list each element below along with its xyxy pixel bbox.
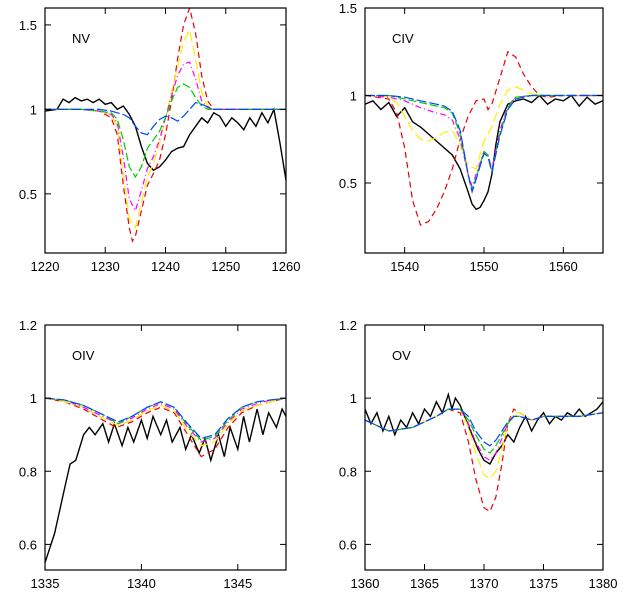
x-tick-label: 1370 [470, 576, 499, 591]
y-tick-label: 1.5 [339, 1, 357, 16]
y-tick-label: 1.2 [339, 318, 357, 333]
series-line-3 [45, 397, 286, 443]
panel-label: CIV [392, 31, 414, 46]
series-group [365, 50, 603, 226]
x-tick-label: 1240 [151, 259, 180, 274]
x-tick-label: 1340 [127, 576, 156, 591]
y-tick-label: 0.8 [339, 464, 357, 479]
series-group [45, 8, 286, 243]
y-tick-label: 1.5 [19, 18, 37, 33]
x-tick-label: 1560 [549, 259, 578, 274]
x-tick-label: 1550 [470, 259, 499, 274]
y-tick-label: 0.5 [339, 176, 357, 191]
y-tick-label: 1 [350, 391, 357, 406]
series-line-4 [45, 83, 286, 179]
series-line-0 [45, 96, 286, 181]
x-tick-label: 1365 [410, 576, 439, 591]
chart-panel-ov: 1360 1365 1370 1375 1380 0.6 0.8 1 1.2 OV [339, 318, 618, 591]
series-line-5 [45, 397, 286, 440]
panel-label: OV [392, 348, 411, 363]
x-tick-label: 1540 [390, 259, 419, 274]
y-tick-label: 0.6 [339, 537, 357, 552]
y-tick-label: 0.6 [19, 537, 37, 552]
series-line-3 [365, 94, 603, 189]
series-line-5 [45, 101, 286, 136]
chart-panel-civ: 1540 1550 1560 0.5 1 1.5 CIV [339, 1, 604, 274]
series-line-1 [45, 397, 286, 458]
x-tick-label: 1260 [272, 259, 301, 274]
series-line-3 [45, 61, 286, 213]
y-tick-label: 0.8 [19, 464, 37, 479]
series-line-5 [365, 94, 603, 195]
chart-panel-oiv: 1335 1340 1345 0.6 0.8 1 1.2 OIV [19, 318, 287, 591]
x-tick-label: 1230 [91, 259, 120, 274]
series-line-2 [45, 28, 286, 230]
series-group [45, 397, 286, 563]
series-group [365, 391, 603, 513]
series-line-1 [365, 50, 603, 226]
x-tick-label: 1360 [351, 576, 380, 591]
x-tick-label: 1380 [589, 576, 618, 591]
series-line-0 [45, 407, 286, 563]
y-tick-label: 0.5 [19, 187, 37, 202]
chart-panel-nv: 1220 1230 1240 1250 1260 0.5 1 1.5 NV [19, 7, 301, 274]
y-tick-label: 1 [30, 391, 37, 406]
x-tick-label: 1250 [211, 259, 240, 274]
x-tick-label: 1375 [529, 576, 558, 591]
series-line-5 [365, 408, 603, 447]
panel-label: NV [72, 31, 90, 46]
series-line-2 [365, 86, 603, 170]
series-line-0 [365, 391, 603, 465]
plot-frame [44, 324, 287, 571]
y-tick-label: 1 [350, 89, 357, 104]
x-tick-label: 1220 [31, 259, 60, 274]
x-tick-label: 1335 [31, 576, 60, 591]
y-tick-label: 1 [30, 102, 37, 117]
y-tick-label: 1.2 [19, 318, 37, 333]
panel-label: OIV [72, 348, 95, 363]
series-line-4 [365, 408, 603, 454]
series-line-0 [365, 94, 603, 211]
x-tick-label: 1345 [223, 576, 252, 591]
series-line-2 [45, 397, 286, 447]
